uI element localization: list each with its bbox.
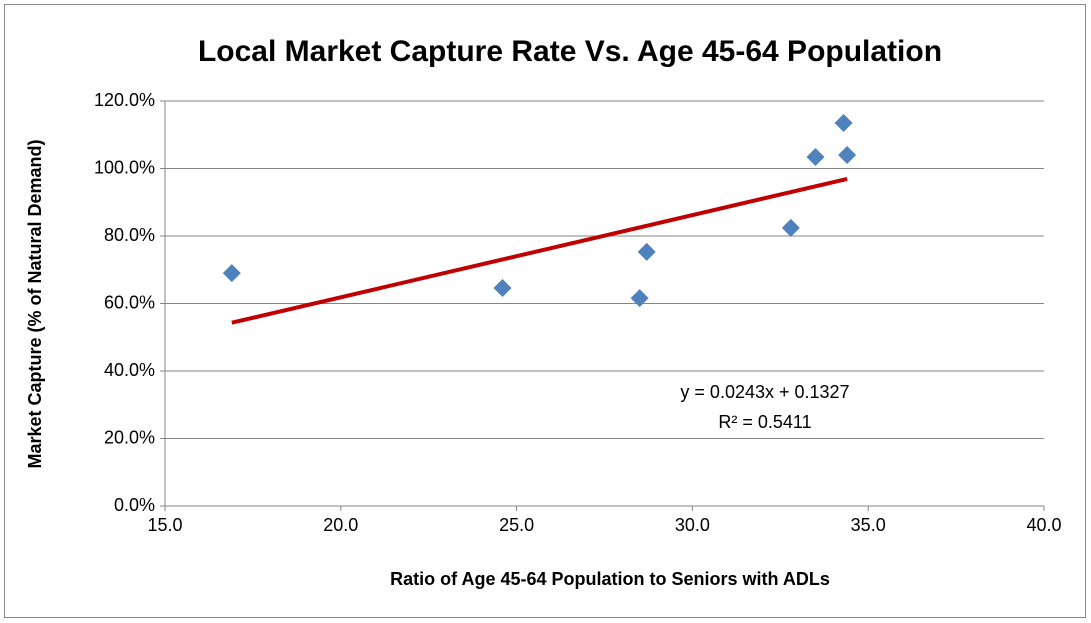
data-point [222,264,241,283]
y-tick-label: 40.0% [104,360,155,380]
x-tick-label: 15.0 [147,515,182,535]
x-tick-label: 25.0 [499,515,534,535]
y-tick-label: 20.0% [104,427,155,447]
y-tick-label: 120.0% [94,90,155,110]
data-point [834,113,853,132]
x-axis-title: Ratio of Age 45-64 Population to Seniors… [390,569,830,589]
data-point [838,146,857,164]
data-point [493,278,512,297]
x-tick-label: 40.0 [1026,515,1061,535]
x-tick-label: 30.0 [675,515,710,535]
x-tick-label: 35.0 [851,515,886,535]
trendline [231,177,848,325]
y-tick-label: 0.0% [114,495,155,515]
x-tick-label: 20.0 [323,515,358,535]
chart-title: Local Market Capture Rate Vs. Age 45-64 … [198,35,942,68]
r-squared: R² = 0.5411 [718,412,811,432]
y-tick-label: 80.0% [104,225,155,245]
chart-frame [4,4,1086,618]
y-axis-title: Market Capture (% of Natural Demand) [25,139,45,468]
data-point [806,148,825,167]
y-tick-label: 100.0% [94,157,155,177]
y-tick-label: 60.0% [104,292,155,312]
data-point [630,289,649,308]
trend-equation: y = 0.0243x + 0.1327 [680,382,849,402]
data-point [637,242,656,261]
data-point [781,218,800,237]
